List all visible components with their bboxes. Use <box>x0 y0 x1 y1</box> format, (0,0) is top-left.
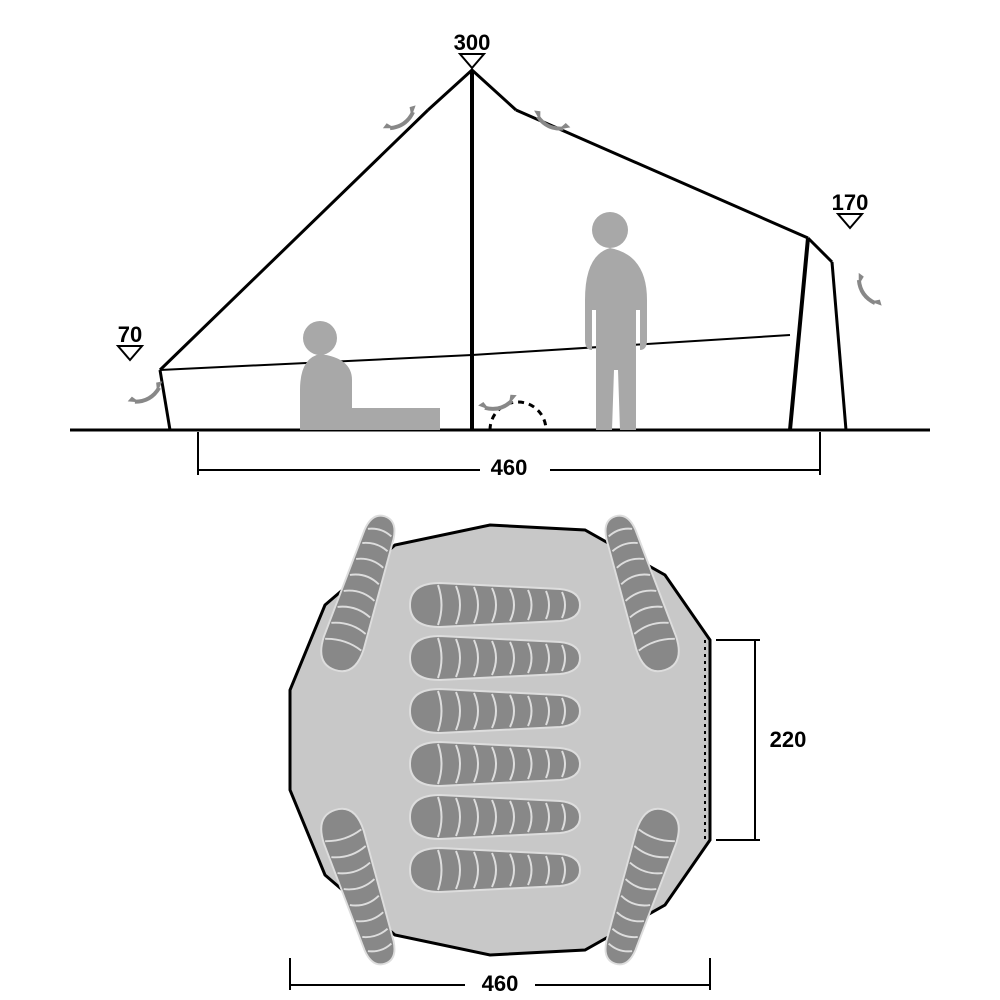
door-width-dimension <box>716 640 760 840</box>
dim-triangle-icon <box>118 346 142 360</box>
vent-arrow-icon <box>382 104 421 135</box>
standing-person <box>585 212 647 430</box>
dim-triangle-icon <box>838 214 862 228</box>
sleeping-bag <box>410 583 580 627</box>
sleeping-bag <box>410 795 580 839</box>
left-wall-height-label: 70 <box>118 322 142 347</box>
dim-triangle-icon <box>460 54 484 68</box>
sleeping-bag <box>410 742 580 786</box>
sleeping-bag <box>410 848 580 892</box>
floor-plan: 460 220 <box>290 510 812 996</box>
peak-height-label: 300 <box>454 30 491 55</box>
vent-arrow-icon <box>852 272 883 311</box>
door-height-label: 170 <box>832 190 869 215</box>
tent-outline <box>160 70 846 430</box>
base-vent <box>490 402 546 430</box>
side-view: 300 70 170 460 <box>70 30 930 480</box>
width-label: 460 <box>491 455 528 480</box>
floor-diameter-label: 460 <box>482 971 519 996</box>
sleeping-bag <box>410 636 580 680</box>
vent-arrow-icon <box>127 380 167 409</box>
door-width-label: 220 <box>770 727 807 752</box>
sleeping-bag <box>410 689 580 733</box>
sitting-person <box>300 321 440 430</box>
